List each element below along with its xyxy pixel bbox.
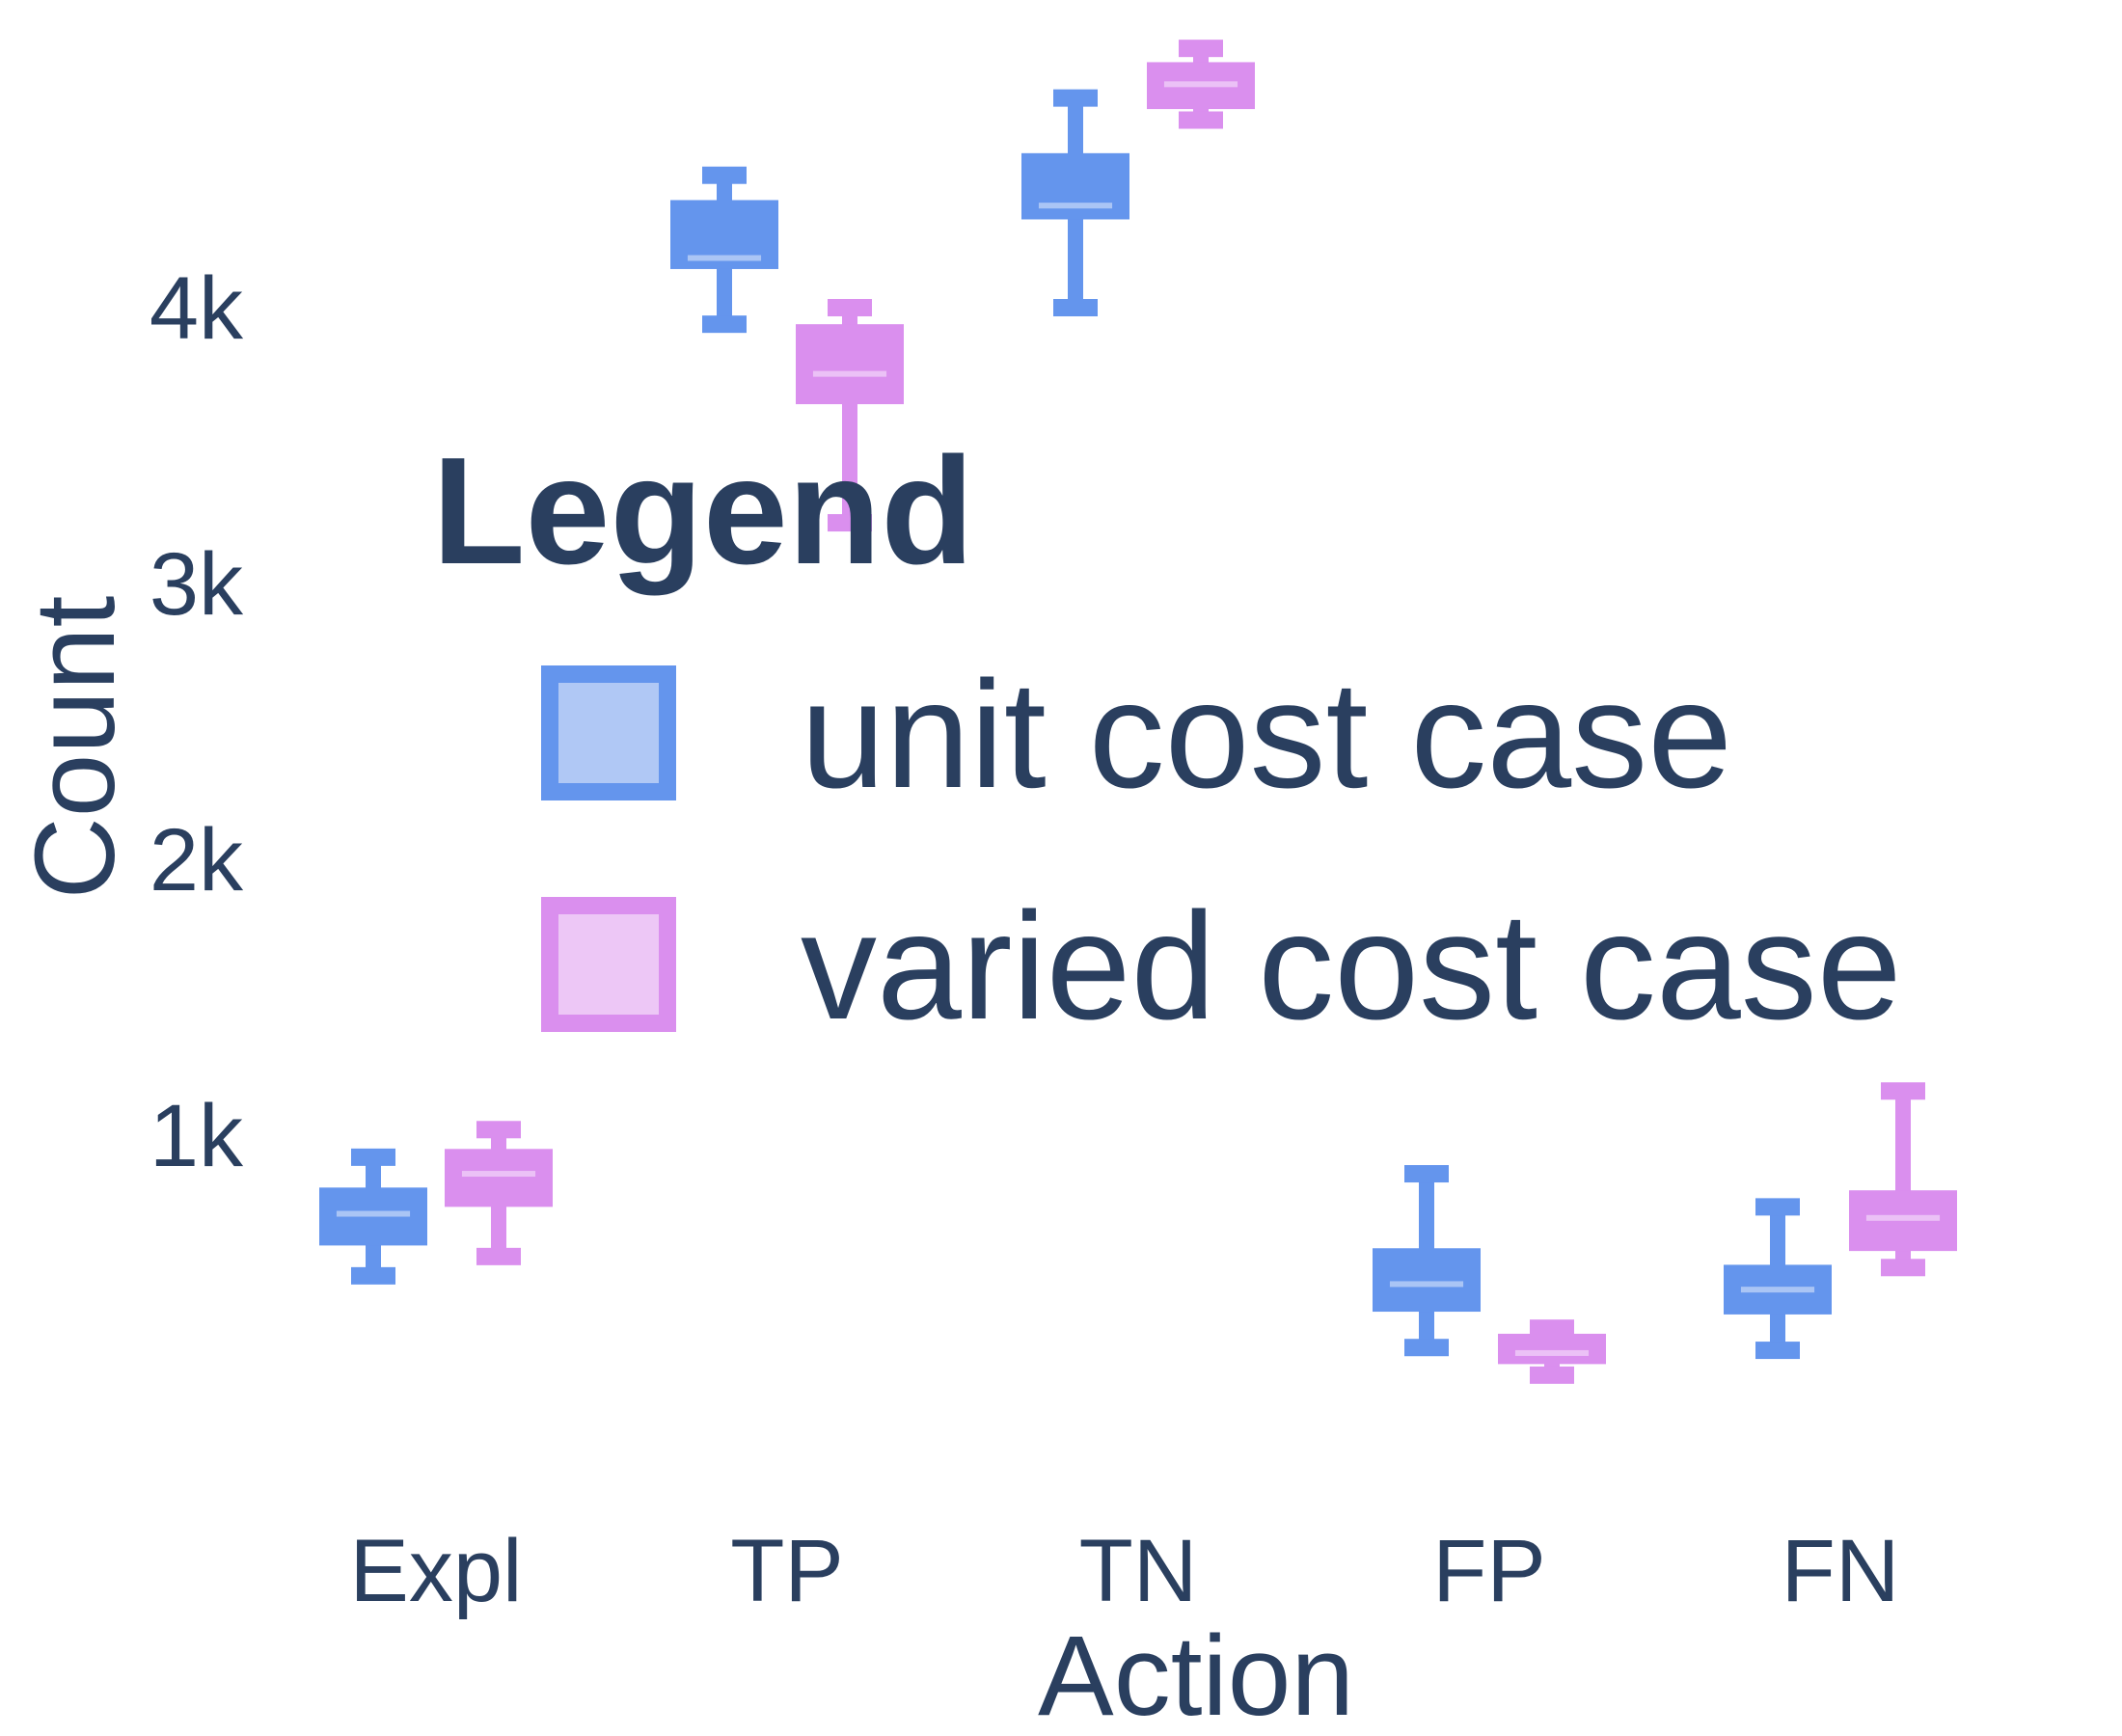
box-tn-unit — [1021, 89, 1129, 316]
box-series — [319, 40, 1957, 1384]
whisker-cap-top — [1881, 1082, 1925, 1100]
box-body — [1498, 1333, 1606, 1365]
legend-swatch-varied — [541, 897, 676, 1032]
whisker-cap-bottom — [828, 514, 872, 532]
whisker-cap-top — [828, 299, 872, 316]
median-line — [1740, 1287, 1815, 1293]
box-body — [1147, 62, 1255, 110]
y-tick-label: 3k — [150, 535, 244, 634]
box-tp-varied — [796, 299, 904, 532]
whisker-cap-bottom — [351, 1266, 395, 1285]
box-body — [1849, 1190, 1957, 1252]
box-body — [319, 1187, 427, 1246]
whisker-cap-bottom — [702, 315, 747, 334]
whisker-cap-top — [1530, 1319, 1574, 1338]
median-line — [1038, 203, 1113, 209]
box-tp-unit — [670, 166, 778, 334]
box-fp-varied — [1498, 1319, 1606, 1384]
box-body — [1724, 1264, 1832, 1315]
y-tick-label: 1k — [150, 1087, 244, 1185]
median-line — [1514, 1349, 1590, 1356]
box-body — [1373, 1248, 1481, 1313]
box-fn-varied — [1849, 1082, 1957, 1277]
whisker-cap-top — [1404, 1165, 1449, 1183]
y-axis-ticks: 1k 2k 3k 4k — [150, 259, 244, 1185]
legend-label-varied: varied cost case — [801, 882, 1902, 1051]
box-expl-unit — [319, 1148, 427, 1285]
median-line — [336, 1210, 411, 1217]
whisker-cap-bottom — [1053, 299, 1098, 316]
legend-title: Legend — [432, 426, 974, 596]
box-fp-unit — [1373, 1165, 1481, 1357]
legend-swatch-unit — [541, 665, 676, 800]
y-tick-label: 4k — [150, 259, 244, 358]
whisker-cap-top — [1053, 89, 1098, 107]
whisker-cap-bottom — [1179, 111, 1223, 129]
whisker-cap-bottom — [476, 1247, 521, 1265]
box-body — [445, 1149, 553, 1207]
median-line — [1389, 1281, 1464, 1288]
box-body — [1021, 152, 1129, 220]
whisker-cap-bottom — [1755, 1342, 1800, 1360]
legend-label-unit: unit cost case — [801, 650, 1732, 820]
whisker-cap-bottom — [1404, 1339, 1449, 1357]
x-axis-ticks: Expl TP TN FP FN — [350, 1522, 1900, 1620]
whisker-cap-top — [1179, 40, 1223, 58]
whisker-cap-top — [702, 166, 747, 184]
legend: Legend unit cost case varied cost case — [432, 426, 1902, 1051]
median-line — [461, 1171, 536, 1178]
median-line — [812, 370, 887, 377]
box-fn-unit — [1724, 1198, 1832, 1360]
box-expl-varied — [445, 1121, 553, 1265]
median-line — [1163, 81, 1238, 88]
x-tick-label: TN — [1079, 1522, 1198, 1620]
y-axis-title: Count — [12, 596, 139, 900]
box-tn-varied — [1147, 40, 1255, 129]
median-line — [687, 255, 762, 261]
x-tick-label: Expl — [350, 1522, 523, 1620]
x-tick-label: FN — [1782, 1522, 1900, 1620]
x-tick-label: FP — [1432, 1522, 1546, 1620]
whisker-cap-top — [1755, 1198, 1800, 1216]
median-line — [1865, 1214, 1941, 1221]
whisker-cap-bottom — [1881, 1259, 1925, 1277]
whisker-cap-bottom — [1530, 1366, 1574, 1384]
box-body — [796, 324, 904, 405]
y-tick-label: 2k — [150, 811, 244, 909]
whisker-cap-top — [476, 1121, 521, 1139]
box-body — [670, 200, 778, 269]
x-tick-label: TP — [730, 1522, 844, 1620]
whisker-cap-top — [351, 1148, 395, 1166]
x-axis-title: Action — [1038, 1613, 1354, 1736]
